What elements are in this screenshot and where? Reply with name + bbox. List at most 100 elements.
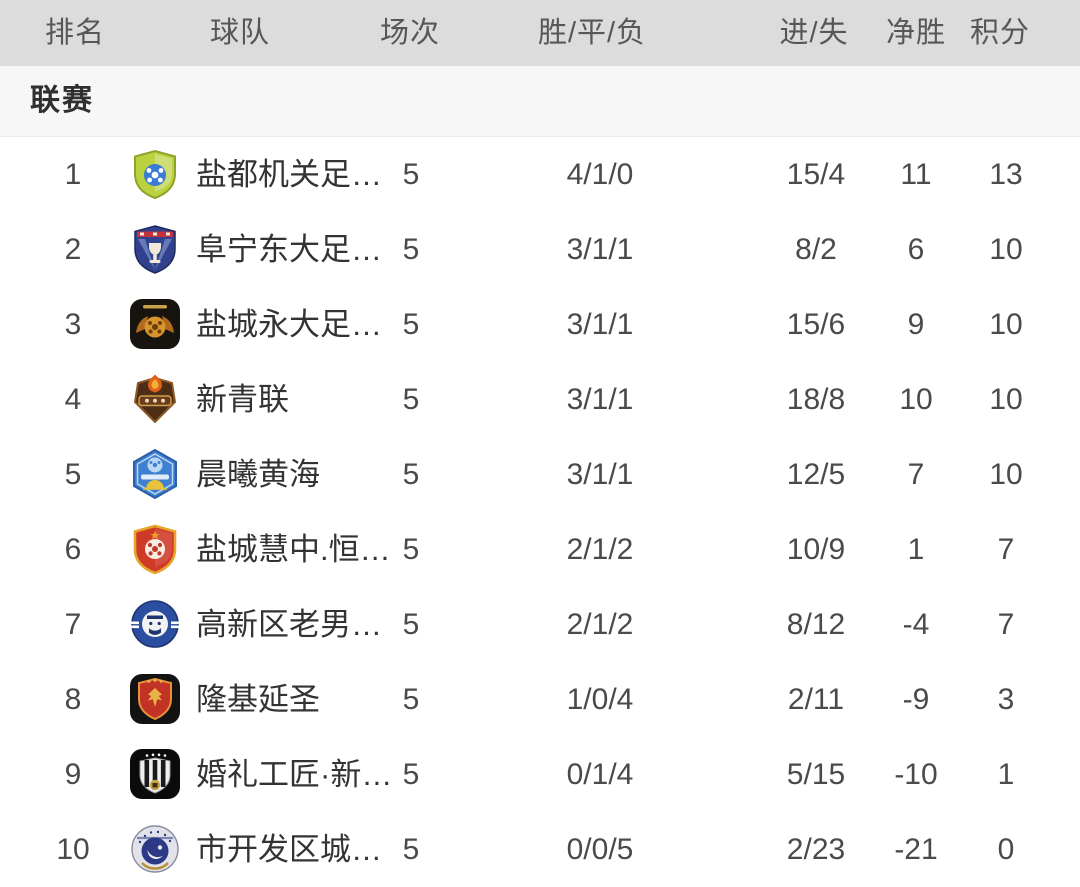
rank-cell: 4: [64, 383, 82, 416]
team-logo-yancheng-yongda: [128, 297, 182, 351]
column-header-diff: 净胜: [885, 17, 946, 49]
team-name: 阜宁东大足…: [196, 232, 382, 267]
rank-cell: 10: [56, 833, 90, 866]
table-row[interactable]: 2 阜宁东大足… 5 3/1/1 8/2 6 10: [0, 212, 1080, 287]
points-cell: 10: [989, 233, 1023, 266]
table-row[interactable]: 3 盐城永大足… 5 3/1/1 15/6 9 10: [0, 287, 1080, 362]
standings-body: 1 盐都机关足… 5 4/1/0 15/4 11 13 2 阜宁东大足… 5 3…: [0, 137, 1080, 887]
goals-cell: 18/8: [786, 383, 846, 416]
points-cell: 10: [989, 458, 1023, 491]
points-cell: 7: [997, 608, 1015, 641]
goals-cell: 2/11: [787, 683, 845, 716]
table-row[interactable]: 8 隆基延圣 5 1/0/4 2/11 -9 3: [0, 662, 1080, 737]
team-name: 晨曦黄海: [196, 457, 320, 492]
team-name: 市开发区城…: [196, 832, 382, 867]
goal-diff-cell: -4: [902, 608, 930, 641]
wdl-cell: 3/1/1: [566, 233, 634, 266]
matches-cell: 5: [402, 758, 420, 791]
goal-diff-cell: 10: [899, 383, 933, 416]
goal-diff-cell: 9: [907, 308, 925, 341]
points-cell: 13: [989, 158, 1023, 191]
team-logo-chenxi-huanghai: [128, 447, 182, 501]
column-header-matches: 场次: [379, 17, 440, 49]
rank-cell: 2: [64, 233, 82, 266]
goal-diff-cell: 1: [907, 533, 925, 566]
goal-diff-cell: 6: [907, 233, 925, 266]
team-name: 盐都机关足…: [196, 157, 382, 192]
matches-cell: 5: [402, 608, 420, 641]
rank-cell: 9: [64, 758, 82, 791]
team-logo-longji-yansheng: [128, 672, 182, 726]
points-cell: 10: [989, 308, 1023, 341]
team-name: 高新区老男…: [196, 607, 382, 642]
wdl-cell: 3/1/1: [566, 308, 634, 341]
wdl-cell: 1/0/4: [566, 683, 634, 716]
goals-cell: 10/9: [786, 533, 846, 566]
team-name: 新青联: [196, 382, 289, 417]
goals-cell: 8/2: [795, 233, 837, 266]
wdl-cell: 0/1/4: [566, 758, 634, 791]
matches-cell: 5: [402, 158, 420, 191]
goals-cell: 15/6: [786, 308, 846, 341]
table-row[interactable]: 9 婚礼工匠·新… 5 0/1/4 5/15 -10 1: [0, 737, 1080, 812]
team-name: 盐城慧中.恒…: [196, 532, 391, 567]
goal-diff-cell: -9: [902, 683, 930, 716]
column-header-wdl: 胜/平/负: [537, 17, 647, 49]
points-cell: 3: [997, 683, 1015, 716]
team-logo-shikaifaqu-cheng: [128, 822, 182, 876]
points-cell: 1: [997, 758, 1015, 791]
matches-cell: 5: [402, 383, 420, 416]
matches-cell: 5: [402, 308, 420, 341]
section-row-league: 联赛: [0, 66, 1080, 137]
column-header-points: 积分: [969, 17, 1030, 49]
table-row[interactable]: 1 盐都机关足… 5 4/1/0 15/4 11 13: [0, 137, 1080, 212]
team-logo-yandu-jiguan: [128, 147, 182, 201]
goals-cell: 12/5: [786, 458, 846, 491]
goal-diff-cell: 11: [900, 158, 932, 191]
team-logo-funing-dongda: [128, 222, 182, 276]
team-logo-yancheng-huizhong: [128, 522, 182, 576]
section-label: 联赛: [30, 84, 94, 117]
column-header-goals: 进/失: [779, 17, 849, 49]
matches-cell: 5: [402, 458, 420, 491]
table-header: 排名 球队 场次 胜/平/负 进/失 净胜 积分: [0, 0, 1080, 66]
rank-cell: 3: [64, 308, 82, 341]
matches-cell: 5: [402, 533, 420, 566]
rank-cell: 5: [64, 458, 82, 491]
goals-cell: 8/12: [786, 608, 846, 641]
goal-diff-cell: -10: [894, 758, 938, 791]
table-row[interactable]: 10 市开发区城… 5 0/0/5 2/23 -21 0: [0, 812, 1080, 887]
team-logo-gaoxinqu-laonan: [128, 597, 182, 651]
wdl-cell: 2/1/2: [566, 608, 634, 641]
matches-cell: 5: [402, 233, 420, 266]
wdl-cell: 0/0/5: [566, 833, 634, 866]
matches-cell: 5: [402, 833, 420, 866]
points-cell: 0: [997, 833, 1015, 866]
wdl-cell: 2/1/2: [566, 533, 634, 566]
goals-cell: 2/23: [786, 833, 846, 866]
wdl-cell: 3/1/1: [566, 458, 634, 491]
goal-diff-cell: 7: [907, 458, 925, 491]
table-row[interactable]: 4 新青联 5 3/1/1 18/8 10 10: [0, 362, 1080, 437]
team-logo-xinqinglian: [128, 372, 182, 426]
column-header-rank: 排名: [44, 17, 105, 49]
rank-cell: 8: [64, 683, 82, 716]
table-row[interactable]: 5 晨曦黄海 5 3/1/1 12/5 7 10: [0, 437, 1080, 512]
wdl-cell: 3/1/1: [566, 383, 634, 416]
rank-cell: 1: [64, 158, 82, 191]
team-name: 盐城永大足…: [196, 307, 382, 342]
goals-cell: 15/4: [786, 158, 846, 191]
column-header-team: 球队: [209, 17, 270, 49]
team-name: 婚礼工匠·新…: [196, 757, 393, 792]
table-row[interactable]: 7 高新区老男… 5 2/1/2 8/12 -4 7: [0, 587, 1080, 662]
goals-cell: 5/15: [786, 758, 846, 791]
rank-cell: 7: [64, 608, 82, 641]
goal-diff-cell: -21: [894, 833, 938, 866]
points-cell: 10: [989, 383, 1023, 416]
matches-cell: 5: [402, 683, 420, 716]
team-logo-hunli-gongjiang: [128, 747, 182, 801]
rank-cell: 6: [64, 533, 82, 566]
wdl-cell: 4/1/0: [566, 158, 634, 191]
points-cell: 7: [997, 533, 1015, 566]
table-row[interactable]: 6 盐城慧中.恒… 5 2/1/2 10/9 1 7: [0, 512, 1080, 587]
